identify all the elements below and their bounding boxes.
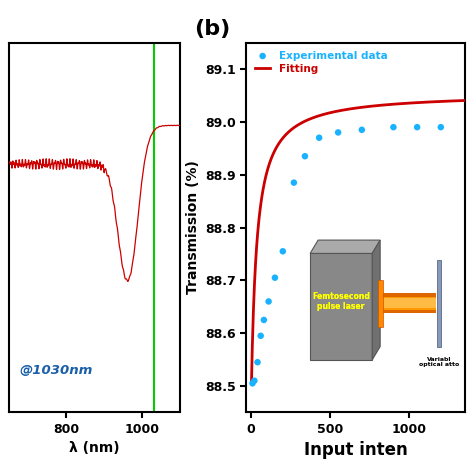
Experimental data xyxy=(334,128,342,136)
Experimental data xyxy=(271,274,279,282)
Fitting xyxy=(410,100,416,106)
Experimental data xyxy=(279,247,287,255)
Experimental data xyxy=(290,179,298,186)
Experimental data xyxy=(265,298,273,305)
Fitting xyxy=(249,377,255,383)
Experimental data xyxy=(254,358,261,366)
Experimental data xyxy=(358,126,365,134)
X-axis label: λ (nm): λ (nm) xyxy=(70,441,120,456)
Line: Fitting: Fitting xyxy=(252,100,465,380)
Y-axis label: Transmission (%): Transmission (%) xyxy=(186,161,200,294)
Experimental data xyxy=(249,380,256,387)
Fitting xyxy=(373,103,378,109)
Experimental data xyxy=(413,123,421,131)
Fitting xyxy=(462,98,467,103)
Fitting xyxy=(432,99,438,105)
Experimental data xyxy=(437,123,445,131)
Text: (b): (b) xyxy=(194,19,230,39)
Experimental data xyxy=(260,316,268,324)
Text: @1030nm: @1030nm xyxy=(19,364,92,377)
Experimental data xyxy=(315,134,323,142)
Experimental data xyxy=(390,123,397,131)
X-axis label: Input inten: Input inten xyxy=(304,441,407,459)
Experimental data xyxy=(301,153,309,160)
Fitting xyxy=(262,179,267,184)
Experimental data xyxy=(257,332,264,339)
Legend: Experimental data, Fitting: Experimental data, Fitting xyxy=(252,48,391,77)
Experimental data xyxy=(251,377,258,384)
Fitting xyxy=(378,102,383,108)
Fitting xyxy=(384,102,390,108)
